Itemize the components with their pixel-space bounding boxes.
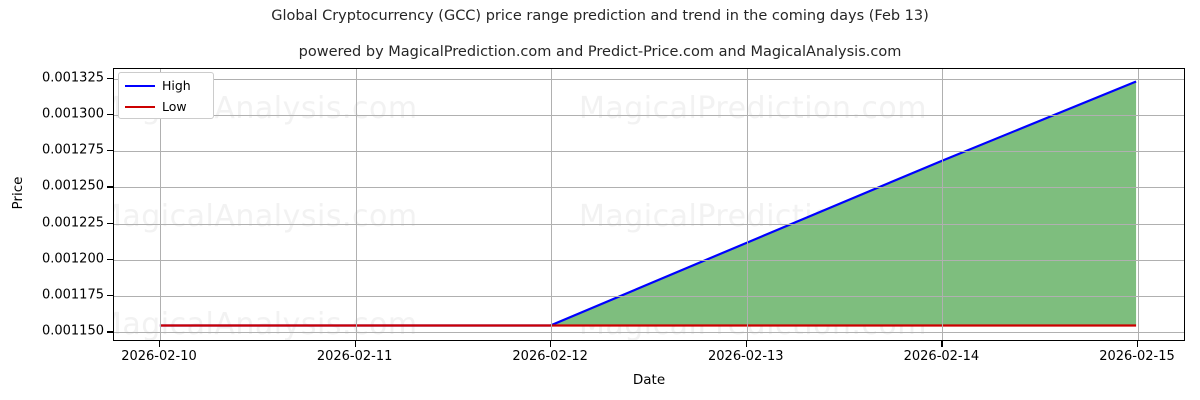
y-tick-mark [107, 331, 113, 333]
legend-label-high: High [162, 78, 191, 93]
legend-label-low: Low [162, 99, 187, 114]
gridline-horizontal [114, 259, 1184, 261]
x-tick-mark [550, 341, 552, 347]
x-tick-mark [354, 341, 356, 347]
y-tick-label: 0.001325 [41, 70, 104, 86]
x-tick-label: 2026-02-14 [903, 349, 980, 364]
gridline-horizontal [114, 296, 1184, 298]
y-tick-mark [107, 295, 113, 297]
chart-subtitle: powered by MagicalPrediction.com and Pre… [298, 44, 902, 60]
gridline-vertical [1138, 69, 1139, 340]
x-axis-label: Date [632, 372, 666, 388]
y-tick-mark [107, 150, 113, 152]
x-tick-mark [941, 341, 943, 347]
y-tick-label: 0.001175 [41, 287, 104, 303]
plot-area: MagicalPrediction.comMagicalAnalysis.com… [113, 68, 1185, 341]
x-tick-mark [159, 341, 161, 347]
x-tick-label: 2026-02-11 [316, 349, 393, 364]
x-tick-label: 2026-02-12 [512, 349, 588, 364]
y-axis-label: Price [10, 176, 26, 210]
chart-title: Global Cryptocurrency (GCC) price range … [271, 8, 929, 24]
y-tick-label: 0.001200 [41, 251, 104, 267]
gridline-horizontal [114, 114, 1184, 116]
legend-swatch-high [125, 85, 155, 87]
y-tick-mark [107, 77, 113, 79]
y-tick-label: 0.001275 [41, 142, 104, 158]
y-tick-mark [107, 222, 113, 224]
x-tick-mark [745, 341, 748, 347]
gridline-vertical [160, 69, 161, 340]
gridline-horizontal [114, 223, 1184, 225]
gridline-vertical [942, 69, 944, 340]
gridline-horizontal [114, 78, 1184, 80]
legend-item-low[interactable]: Low [125, 98, 187, 116]
legend-swatch-low [125, 106, 155, 108]
y-tick-label: 0.001150 [41, 323, 104, 339]
x-tick-label: 2026-02-13 [708, 349, 784, 364]
y-tick-label: 0.001225 [41, 215, 104, 231]
chart-legend[interactable]: High Low [118, 72, 214, 119]
y-tick-label: 0.001300 [41, 106, 104, 122]
x-tick-label: 2026-02-15 [1099, 349, 1175, 364]
gridline-horizontal [114, 151, 1184, 153]
gridline-horizontal [114, 187, 1184, 189]
gridline-vertical [551, 69, 553, 340]
y-tick-mark [107, 113, 113, 116]
y-tick-label: 0.001250 [41, 178, 104, 194]
gridline-vertical [355, 69, 357, 340]
y-tick-mark [107, 186, 113, 188]
gridline-vertical [746, 69, 748, 340]
series-svg [159, 80, 1137, 327]
x-tick-mark [1137, 341, 1139, 347]
y-tick-mark [107, 258, 113, 261]
legend-item-high[interactable]: High [125, 77, 191, 95]
gridline-horizontal [114, 332, 1184, 334]
x-tick-label: 2026-02-10 [121, 349, 197, 364]
